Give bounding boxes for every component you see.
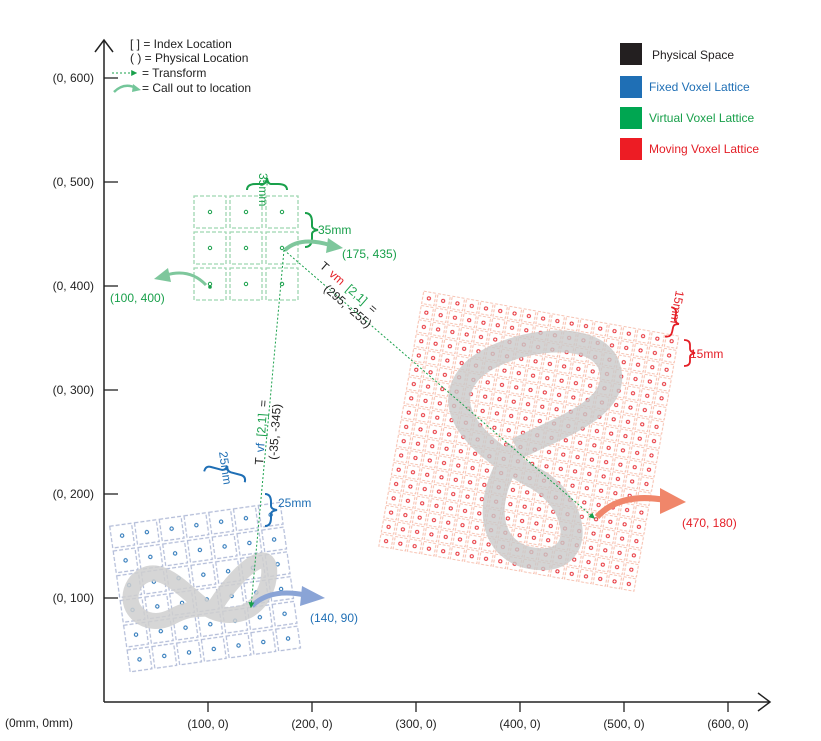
moving-top-spacing: 15mm <box>667 289 687 324</box>
transform-vf-sub: vf <box>253 442 268 453</box>
transform-vf-label: T vf [2,1] = <box>252 400 270 466</box>
moving-lattice-shape <box>448 330 622 571</box>
axes: (100, 0) (200, 0) (300, 0) (400, 0) (500, 0)… <box>5 38 772 731</box>
transform-vf-value: (-35, -345) <box>266 403 284 460</box>
y-tick-label: (0, 500) <box>53 175 94 189</box>
fixed-top-brace <box>203 465 247 483</box>
x-tick-label: (600, 0) <box>707 717 748 731</box>
virtual-top-brace <box>246 177 288 191</box>
virtual-voxel-lattice: 35mm 35mm (100, 400) (175, 435) <box>110 173 397 305</box>
x-tick-label: (400, 0) <box>499 717 540 731</box>
physical-space-label: Physical Space <box>652 48 734 62</box>
x-tick-label: (300, 0) <box>395 717 436 731</box>
fixed-side-brace <box>264 493 278 527</box>
moving-point-callout-head <box>660 488 686 514</box>
physical-legend-text: ( ) = Physical Location <box>130 51 248 65</box>
virtual-origin-label: (100, 400) <box>110 291 165 305</box>
moving-voxel-lattice: 15mm 15mm (470, 180) <box>377 289 737 593</box>
moving-lattice-label: Moving Voxel Lattice <box>649 142 759 156</box>
virtual-point-callout <box>283 239 331 252</box>
y-tick-label: (0, 100) <box>53 591 94 605</box>
y-tick-label: (0, 600) <box>53 71 94 85</box>
virtual-point-callout-head <box>326 238 343 253</box>
x-tick-label: (200, 0) <box>291 717 332 731</box>
fixed-side-spacing: 25mm <box>278 496 311 510</box>
callout-legend-arrowhead <box>132 84 141 92</box>
fixed-point-callout-head <box>300 586 325 606</box>
moving-side-brace <box>683 339 696 367</box>
fixed-voxel-lattice: 25mm 25mm (140, 90) <box>108 450 358 674</box>
fixed-lattice-shape <box>122 552 278 629</box>
moving-top-brace <box>664 306 680 338</box>
virtual-origin-callout-head <box>154 268 171 282</box>
moving-side-spacing: 15mm <box>690 347 723 361</box>
moving-lattice-swatch <box>620 138 642 160</box>
virtual-origin-callout <box>165 271 208 287</box>
transform-legend-text: = Transform <box>142 66 206 80</box>
transform-vm-arrow <box>283 249 595 519</box>
transform-vf-index: [2,1] <box>254 413 270 437</box>
moving-point-callout <box>594 495 666 520</box>
virtual-lattice-grid <box>192 194 300 302</box>
index-legend-text: [ ] = Index Location <box>130 37 232 51</box>
virtual-side-spacing: 35mm <box>318 223 351 237</box>
fixed-point-callout <box>250 590 306 608</box>
transforms: T vm [2,1] = (295, -255) T vf [2,1] = (-… <box>248 249 595 609</box>
fixed-top-spacing: 25mm <box>216 450 235 485</box>
fixed-lattice-label: Fixed Voxel Lattice <box>649 80 750 94</box>
physical-space-swatch <box>620 43 642 65</box>
y-tick-label: (0, 400) <box>53 279 94 293</box>
x-ticks: (100, 0) (200, 0) (300, 0) (400, 0) (500, 0)… <box>187 702 749 731</box>
virtual-top-spacing: 35mm <box>256 173 270 206</box>
virtual-point-label: (175, 435) <box>342 247 397 261</box>
moving-point-label: (470, 180) <box>682 516 737 530</box>
color-legend: Physical Space Fixed Voxel Lattice Virtu… <box>620 43 759 160</box>
callout-legend-text: = Call out to location <box>142 81 251 95</box>
x-tick-label: (100, 0) <box>187 717 228 731</box>
y-axis-arrow <box>94 38 114 53</box>
x-axis-arrow <box>757 692 772 712</box>
transform-vf-prefix: T <box>252 456 267 465</box>
transform-vf-eq: = <box>256 400 270 408</box>
fixed-lattice-swatch <box>620 76 642 98</box>
y-ticks: (0, 100) (0, 200) (0, 300) (0, 400) (0, 500)… <box>53 71 118 605</box>
virtual-origin-point <box>208 285 212 289</box>
y-tick-label: (0, 200) <box>53 487 94 501</box>
origin-label: (0mm, 0mm) <box>5 716 73 730</box>
virtual-lattice-label: Virtual Voxel Lattice <box>649 111 755 125</box>
notation-legend: [ ] = Index Location ( ) = Physical Loca… <box>112 37 251 95</box>
virtual-lattice-swatch <box>620 107 642 129</box>
x-tick-label: (500, 0) <box>603 717 644 731</box>
fixed-point-label: (140, 90) <box>310 611 358 625</box>
fixed-lattice-grid <box>108 500 303 674</box>
y-tick-label: (0, 300) <box>53 383 94 397</box>
